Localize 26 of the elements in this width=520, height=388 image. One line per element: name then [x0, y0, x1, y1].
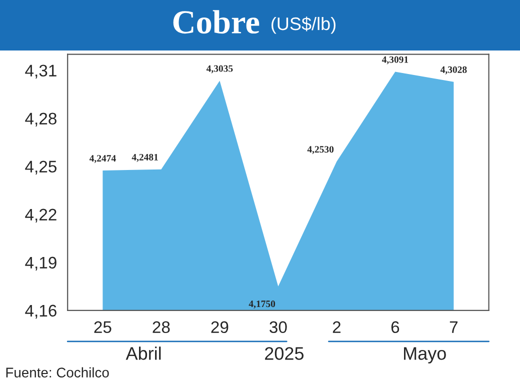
data-label: 4,2530 — [307, 146, 334, 154]
y-tick-label: 4,22 — [25, 208, 56, 223]
source-note: Fuente: Cochilco — [6, 367, 109, 378]
y-tick-label: 4,31 — [25, 64, 56, 78]
text: 2025 — [265, 347, 304, 360]
x-tick-label: 25 — [94, 321, 112, 334]
x-tick-label: 29 — [211, 321, 228, 334]
x-tick-label: 2 — [332, 321, 340, 333]
chart-subtitle: (US$/lb) — [272, 16, 336, 34]
y-tick-label: 4,16 — [25, 304, 56, 319]
x-tick-label: 6 — [391, 321, 400, 334]
x-tick-label: 7 — [450, 321, 458, 333]
text: Mayo — [404, 347, 446, 364]
data-label: 4,1750 — [248, 300, 276, 309]
y-tick-label: 4,19 — [25, 256, 56, 271]
data-label: 4,3035 — [206, 65, 233, 74]
data-label: 4,2474 — [89, 155, 116, 164]
data-label: 4,2481 — [132, 154, 158, 162]
x-tick-label: 28 — [152, 321, 170, 334]
text: Abril — [126, 346, 161, 360]
chart-title: Cobre — [173, 10, 260, 34]
data-label: 4,3028 — [440, 66, 467, 74]
y-tick-label: 4,28 — [25, 112, 56, 127]
x-tick-label: 30 — [270, 321, 287, 334]
data-label: 4,3091 — [382, 56, 408, 64]
y-tick-label: 4,25 — [25, 160, 56, 175]
